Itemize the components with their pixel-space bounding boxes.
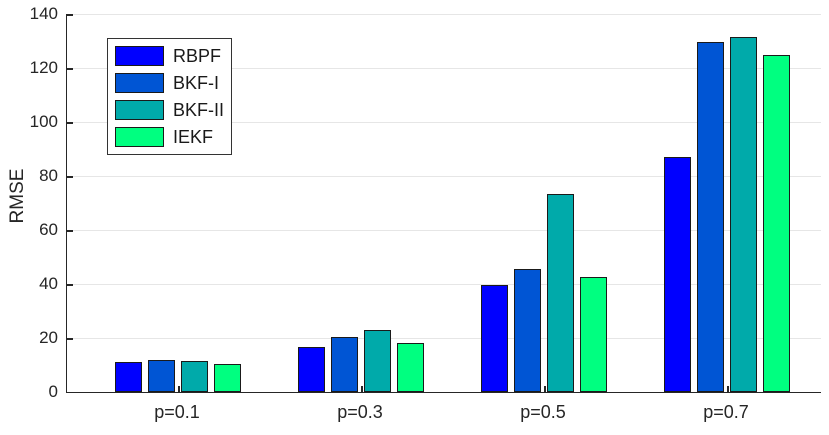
x-tick-mark — [727, 386, 729, 392]
gridline — [67, 14, 821, 15]
legend-swatch-BKF-II — [115, 100, 164, 120]
y-tick-label: 140 — [29, 4, 58, 23]
bar-IEKF-p=0.5 — [580, 277, 607, 392]
gridline — [67, 284, 821, 285]
y-tick-label: 100 — [29, 112, 58, 131]
bar-RBPF-p=0.5 — [481, 285, 508, 392]
legend-swatch-RBPF — [115, 46, 164, 66]
y-tick-mark — [67, 284, 73, 286]
gridline — [67, 230, 821, 231]
y-tick-label: 80 — [39, 166, 58, 185]
legend-swatch-BKF-I — [115, 73, 164, 93]
y-tick-mark — [67, 230, 73, 232]
gridline — [67, 176, 821, 177]
x-tick-mark — [544, 386, 546, 392]
bar-IEKF-p=0.1 — [214, 363, 241, 392]
legend-entry-RBPF: RBPF — [108, 43, 231, 70]
bar-BKF-I-p=0.7 — [697, 42, 724, 392]
x-tick-mark — [361, 386, 363, 392]
legend-label: BKF-I — [173, 72, 220, 93]
gridline — [67, 68, 821, 69]
bar-BKF-II-p=0.5 — [547, 193, 574, 392]
x-tick-label: p=0.1 — [154, 402, 200, 422]
x-tick-label: p=0.5 — [520, 402, 566, 422]
legend-label: IEKF — [173, 126, 214, 147]
bar-BKF-I-p=0.1 — [148, 359, 175, 392]
y-tick-mark — [67, 68, 73, 70]
legend-entry-IEKF: IEKF — [108, 124, 231, 151]
bar-BKF-II-p=0.1 — [181, 360, 208, 392]
bar-BKF-I-p=0.5 — [514, 269, 541, 392]
y-tick-label: 60 — [39, 220, 58, 239]
bar-RBPF-p=0.3 — [298, 347, 325, 392]
y-tick-mark — [67, 14, 73, 16]
gridline — [67, 338, 821, 339]
bar-BKF-II-p=0.3 — [364, 329, 391, 392]
bar-BKF-I-p=0.3 — [331, 336, 358, 392]
bar-BKF-II-p=0.7 — [730, 36, 757, 392]
x-tick-label: p=0.3 — [337, 402, 383, 422]
legend-entry-BKF-I: BKF-I — [108, 70, 231, 97]
bar-RBPF-p=0.7 — [664, 157, 691, 392]
bar-IEKF-p=0.7 — [763, 54, 790, 392]
y-tick-mark — [67, 122, 73, 124]
legend: RBPF BKF-I BKF-II IEKF — [107, 38, 232, 155]
y-tick-label: 0 — [48, 382, 58, 401]
x-tick-mark — [178, 386, 180, 392]
legend-label: BKF-II — [173, 99, 225, 120]
gridline — [67, 122, 821, 123]
y-tick-mark — [67, 338, 73, 340]
x-tick-label: p=0.7 — [703, 402, 749, 422]
y-tick-mark — [67, 176, 73, 178]
legend-entry-BKF-II: BKF-II — [108, 97, 231, 124]
y-tick-label: 40 — [39, 274, 58, 293]
y-tick-label: 120 — [29, 58, 58, 77]
legend-label: RBPF — [173, 45, 222, 66]
y-tick-label: 20 — [39, 328, 58, 347]
legend-swatch-IEKF — [115, 127, 164, 147]
bar-IEKF-p=0.3 — [397, 343, 424, 392]
bar-RBPF-p=0.1 — [115, 362, 142, 392]
